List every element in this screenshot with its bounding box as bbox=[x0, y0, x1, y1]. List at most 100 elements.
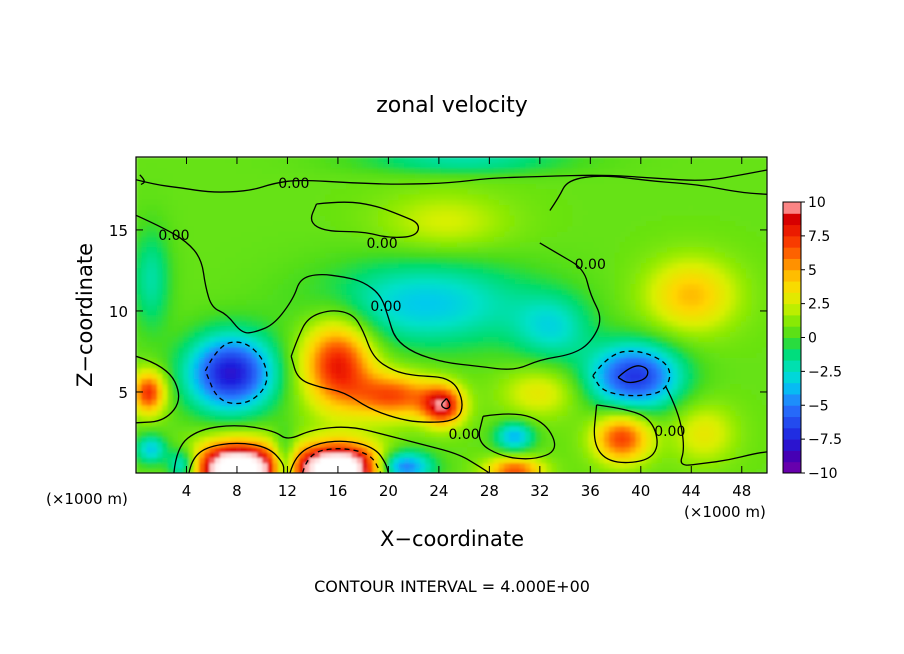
heatmap-cell bbox=[351, 172, 358, 179]
heatmap-cell bbox=[151, 172, 158, 179]
heatmap-cell bbox=[167, 351, 174, 358]
heatmap-cell bbox=[172, 183, 179, 190]
heatmap-cell bbox=[220, 451, 227, 458]
heatmap-cell bbox=[509, 157, 516, 164]
heatmap-cell bbox=[535, 251, 542, 258]
heatmap-cell bbox=[477, 388, 484, 395]
heatmap-cell bbox=[267, 225, 274, 232]
heatmap-cell bbox=[136, 172, 143, 179]
heatmap-cell bbox=[519, 341, 526, 348]
heatmap-cell bbox=[398, 162, 405, 169]
heatmap-cell bbox=[157, 378, 164, 385]
heatmap-cell bbox=[440, 241, 448, 248]
heatmap-cell bbox=[341, 341, 348, 348]
heatmap-cell bbox=[151, 467, 158, 473]
heatmap-cell bbox=[183, 257, 190, 264]
heatmap-cell bbox=[540, 257, 547, 264]
heatmap-cell bbox=[398, 309, 405, 316]
heatmap-cell bbox=[430, 278, 437, 285]
heatmap-cell bbox=[498, 236, 505, 243]
heatmap-cell bbox=[277, 425, 285, 432]
heatmap-cell bbox=[440, 462, 448, 469]
heatmap-cell bbox=[367, 199, 374, 206]
heatmap-cell bbox=[372, 467, 379, 473]
heatmap-cell bbox=[567, 420, 574, 427]
heatmap-cell bbox=[293, 172, 300, 179]
heatmap-cell bbox=[230, 278, 237, 285]
heatmap-cell bbox=[320, 246, 327, 253]
heatmap-cell bbox=[567, 246, 574, 253]
heatmap-cell bbox=[146, 288, 153, 295]
heatmap-cell bbox=[272, 457, 279, 464]
heatmap-cell bbox=[183, 162, 190, 169]
heatmap-cell bbox=[193, 157, 200, 164]
heatmap-cell bbox=[514, 304, 521, 311]
heatmap-cell bbox=[241, 394, 248, 401]
heatmap-cell bbox=[519, 220, 526, 227]
heatmap-cell bbox=[151, 178, 158, 185]
heatmap-cell bbox=[309, 325, 316, 332]
heatmap-cell bbox=[146, 409, 153, 416]
heatmap-cell bbox=[204, 341, 211, 348]
heatmap-cell bbox=[151, 272, 158, 279]
heatmap-cell bbox=[451, 178, 458, 185]
heatmap-cell bbox=[477, 451, 484, 458]
heatmap-cell bbox=[214, 214, 221, 221]
heatmap-cell bbox=[246, 183, 253, 190]
heatmap-cell bbox=[372, 404, 379, 411]
heatmap-cell bbox=[519, 467, 526, 473]
heatmap-cell bbox=[214, 330, 221, 337]
heatmap-cell bbox=[451, 362, 458, 369]
heatmap-cell bbox=[167, 425, 174, 432]
heatmap-cell bbox=[330, 162, 337, 169]
heatmap-cell bbox=[309, 457, 316, 464]
heatmap-cell bbox=[393, 378, 400, 385]
heatmap-cell bbox=[251, 446, 258, 453]
heatmap-cell bbox=[204, 299, 211, 306]
heatmap-cell bbox=[509, 388, 516, 395]
heatmap-cell bbox=[146, 425, 153, 432]
heatmap-cell bbox=[409, 383, 416, 390]
heatmap-cell bbox=[172, 430, 179, 437]
heatmap-cell bbox=[398, 183, 405, 190]
heatmap-cell bbox=[383, 451, 390, 458]
heatmap-cell bbox=[546, 467, 553, 473]
heatmap-cell bbox=[435, 257, 442, 264]
heatmap-cell bbox=[214, 157, 221, 164]
heatmap-cell bbox=[225, 451, 232, 458]
heatmap-cell bbox=[414, 278, 421, 285]
heatmap-cell bbox=[162, 204, 169, 211]
heatmap-cell bbox=[535, 293, 542, 300]
heatmap-cell bbox=[477, 199, 484, 206]
heatmap-cell bbox=[277, 241, 285, 248]
heatmap-cell bbox=[556, 283, 563, 290]
heatmap-cell bbox=[136, 425, 143, 432]
heatmap-cell bbox=[320, 378, 327, 385]
heatmap-cell bbox=[404, 246, 411, 253]
heatmap-cell bbox=[540, 341, 547, 348]
heatmap-cell bbox=[146, 357, 153, 364]
heatmap-cell bbox=[567, 288, 574, 295]
heatmap-cell bbox=[561, 362, 568, 369]
heatmap-cell bbox=[446, 204, 453, 211]
heatmap-cell bbox=[277, 230, 285, 237]
heatmap-cell bbox=[304, 351, 311, 358]
heatmap-cell bbox=[419, 299, 427, 306]
heatmap-cell bbox=[256, 267, 263, 274]
heatmap-cell bbox=[372, 209, 379, 216]
heatmap-cell bbox=[530, 430, 537, 437]
heatmap-cell bbox=[246, 462, 253, 469]
heatmap-cell bbox=[157, 199, 164, 206]
heatmap-cell bbox=[262, 346, 269, 353]
heatmap-cell bbox=[351, 383, 358, 390]
heatmap-cell bbox=[183, 299, 190, 306]
heatmap-cell bbox=[498, 293, 505, 300]
heatmap-cell bbox=[504, 309, 511, 316]
heatmap-cell bbox=[377, 214, 384, 221]
heatmap-cell bbox=[225, 236, 232, 243]
heatmap-cell bbox=[309, 246, 316, 253]
heatmap-cell bbox=[136, 451, 143, 458]
heatmap-cell bbox=[561, 304, 568, 311]
heatmap-cell bbox=[530, 330, 537, 337]
heatmap-cell bbox=[288, 220, 295, 227]
